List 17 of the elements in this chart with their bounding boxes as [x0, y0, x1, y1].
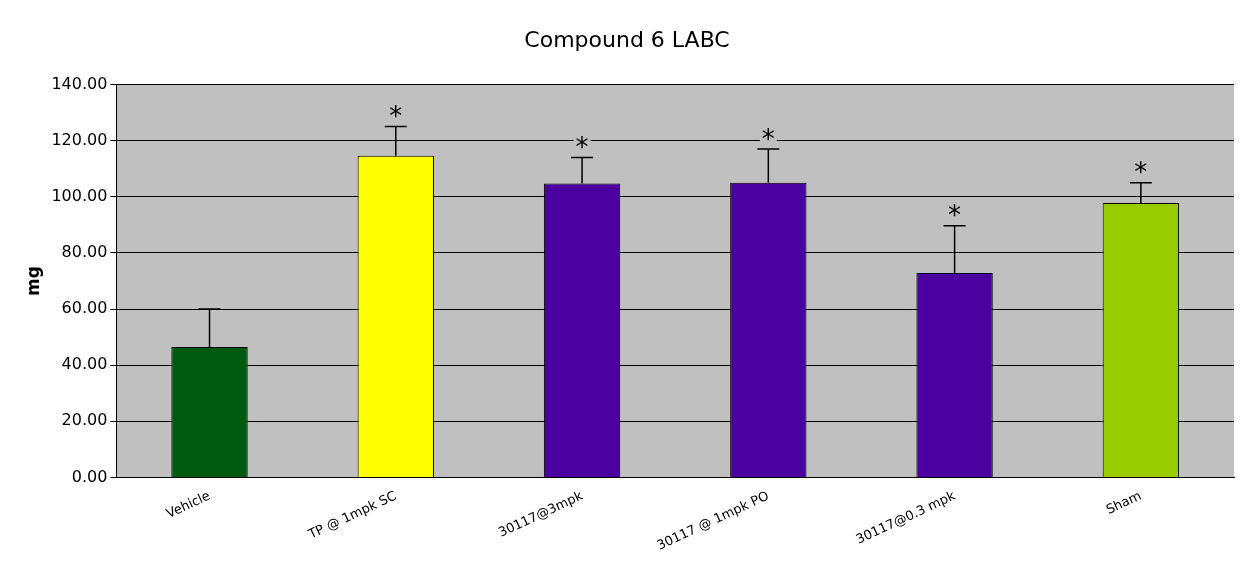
annotation: *	[761, 123, 775, 154]
y-tick-label: 120.00	[51, 129, 108, 149]
y-tick-label: 20.00	[61, 410, 108, 430]
y-tick-label: 60.00	[61, 298, 108, 318]
annotation: *	[389, 101, 403, 132]
y-tick-label: 80.00	[61, 242, 108, 262]
y-tick-label: 100.00	[51, 185, 108, 205]
chart-title: Compound 6 LABC	[524, 26, 730, 52]
x-tick-label: Sham	[1103, 487, 1144, 518]
y-tick-label: 140.00	[51, 73, 108, 93]
x-tick-label: TP @ 1mpk SC	[304, 487, 399, 543]
y-tick-label: 0.00	[71, 466, 108, 486]
y-axis-title: mg	[22, 266, 43, 296]
y-tick-label: 40.00	[61, 354, 108, 374]
annotation: *	[1134, 157, 1148, 188]
annotation: *	[575, 132, 589, 163]
annotation: *	[948, 200, 962, 231]
